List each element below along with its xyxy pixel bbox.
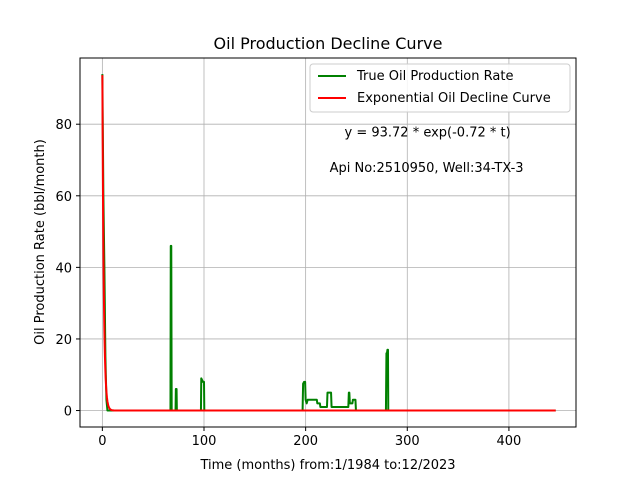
x-tick-label: 400: [497, 434, 522, 449]
y-tick-label: 40: [55, 261, 72, 276]
ticks: 0 100 200 300 400 0 20 40 60 80: [55, 118, 521, 449]
y-tick-label: 60: [55, 190, 72, 205]
series-line-true-production: [101, 74, 556, 412]
legend-box: [309, 63, 571, 113]
plot-lines: [101, 74, 556, 412]
legend-label-exponential: Exponential Oil Decline Curve: [357, 91, 551, 106]
x-tick-label: 0: [98, 434, 106, 449]
annotation-equation: y = 93.72 * exp(-0.72 * t): [345, 125, 511, 140]
y-tick-label: 0: [64, 405, 72, 420]
y-tick-label: 20: [55, 333, 72, 348]
x-axis-title: Time (months) from:1/1984 to:12/2023: [199, 458, 455, 473]
x-tick-label: 200: [293, 434, 318, 449]
series-line-exponential-decline: [101, 75, 556, 412]
y-axis-title: Oil Production Rate (bbl/month): [33, 139, 48, 345]
y-tick-label: 80: [55, 118, 72, 133]
annotations: y = 93.72 * exp(-0.72 * t) Api No:2510950…: [330, 125, 524, 176]
annotation-well-info: Api No:2510950, Well:34-TX-3: [330, 161, 524, 176]
plot-frame: [79, 57, 577, 428]
legend: True Oil Production Rate Exponential Oil…: [309, 63, 571, 113]
x-tick-label: 100: [192, 434, 217, 449]
legend-label-true-rate: True Oil Production Rate: [356, 69, 513, 84]
x-tick-label: 300: [395, 434, 420, 449]
chart-title: Oil Production Decline Curve: [214, 34, 443, 53]
